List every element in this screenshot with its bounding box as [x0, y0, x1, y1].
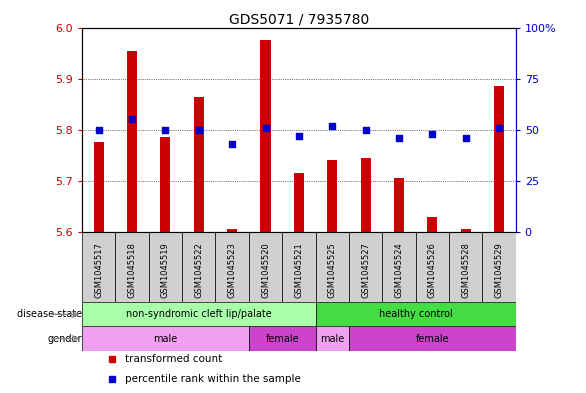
Point	[328, 123, 337, 129]
Point	[495, 125, 504, 131]
Bar	[261, 40, 271, 232]
Bar	[315, 327, 349, 351]
Bar	[349, 327, 516, 351]
Bar	[115, 232, 149, 302]
Text: percentile rank within the sample: percentile rank within the sample	[125, 374, 301, 384]
Text: GSM1045522: GSM1045522	[195, 242, 203, 298]
Bar	[282, 232, 315, 302]
Bar	[360, 158, 370, 232]
Point	[361, 127, 370, 133]
Title: GDS5071 / 7935780: GDS5071 / 7935780	[229, 12, 369, 26]
Bar	[349, 232, 382, 302]
Bar	[415, 232, 449, 302]
Bar	[315, 232, 349, 302]
Bar	[249, 327, 315, 351]
Point	[227, 141, 237, 147]
Text: GSM1045527: GSM1045527	[361, 242, 370, 298]
Point	[394, 135, 404, 141]
Text: healthy control: healthy control	[379, 309, 452, 320]
Point	[261, 125, 270, 131]
Text: disease state: disease state	[17, 309, 82, 320]
Text: non-syndromic cleft lip/palate: non-syndromic cleft lip/palate	[126, 309, 272, 320]
Bar	[182, 232, 216, 302]
Bar	[315, 302, 516, 327]
Bar	[327, 160, 337, 232]
Bar	[94, 143, 104, 232]
Text: gender: gender	[47, 334, 82, 343]
Text: female: female	[415, 334, 449, 343]
Bar	[494, 86, 504, 232]
Text: female: female	[265, 334, 299, 343]
Text: GSM1045517: GSM1045517	[94, 242, 103, 298]
Bar	[482, 232, 516, 302]
Bar	[382, 232, 415, 302]
Point	[461, 135, 471, 141]
Bar	[461, 230, 471, 232]
Text: GSM1045518: GSM1045518	[128, 242, 137, 298]
Point	[161, 127, 170, 133]
Point	[94, 127, 103, 133]
Text: GSM1045525: GSM1045525	[328, 242, 337, 298]
Text: GSM1045529: GSM1045529	[495, 242, 503, 298]
Bar	[249, 232, 282, 302]
Text: GSM1045523: GSM1045523	[227, 242, 237, 298]
Bar	[394, 178, 404, 232]
Bar	[161, 138, 171, 232]
Bar	[449, 232, 482, 302]
Bar	[149, 232, 182, 302]
Bar	[427, 217, 437, 232]
Bar	[294, 173, 304, 232]
Bar	[227, 230, 237, 232]
Text: transformed count: transformed count	[125, 354, 223, 364]
Text: male: male	[320, 334, 345, 343]
Text: GSM1045519: GSM1045519	[161, 242, 170, 298]
Bar	[194, 97, 204, 232]
Bar	[82, 327, 249, 351]
Bar	[127, 51, 137, 232]
Bar	[82, 232, 115, 302]
Point	[194, 127, 203, 133]
Text: GSM1045526: GSM1045526	[428, 242, 437, 298]
Text: male: male	[154, 334, 178, 343]
Text: GSM1045520: GSM1045520	[261, 242, 270, 298]
Point	[428, 130, 437, 137]
Bar	[216, 232, 249, 302]
Text: GSM1045524: GSM1045524	[394, 242, 403, 298]
Point	[294, 133, 304, 139]
Bar	[82, 302, 315, 327]
Point	[127, 116, 137, 123]
Text: GSM1045528: GSM1045528	[461, 242, 470, 298]
Text: GSM1045521: GSM1045521	[294, 242, 304, 298]
